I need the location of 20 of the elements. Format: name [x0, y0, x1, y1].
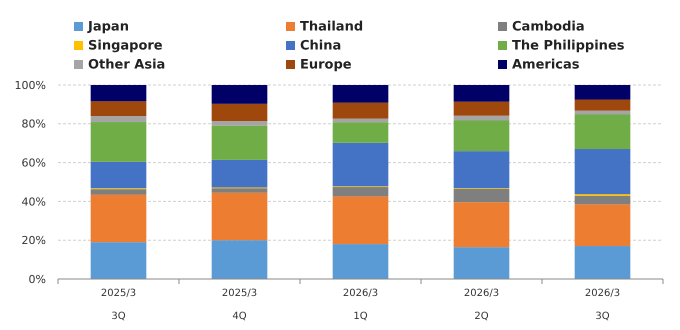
- y-tick-label: 100%: [14, 78, 46, 92]
- y-tick-label: 40%: [22, 195, 46, 208]
- category-label: 2025/3 3Q: [100, 288, 136, 322]
- legend-label: Europe: [300, 58, 352, 73]
- y-tick-label: 20%: [22, 234, 46, 248]
- category-label: 2025/3 4Q: [222, 288, 258, 322]
- legend-label: Americas: [512, 58, 580, 73]
- legend-label: Other Asia: [88, 58, 166, 73]
- category-label: 2026/3 2Q: [464, 288, 500, 322]
- legend-label: Thailand: [300, 20, 364, 35]
- legend-label: China: [300, 38, 342, 54]
- category-label: 2026/3 3Q: [584, 288, 620, 322]
- legend-label: Cambodia: [512, 20, 585, 35]
- legend-label: The Philippines: [512, 38, 625, 54]
- legend-label: Japan: [87, 20, 129, 35]
- y-tick-label: 60%: [22, 156, 46, 170]
- category-label: 2026/3 1Q: [342, 288, 378, 322]
- y-tick-label: 0%: [28, 272, 46, 286]
- legend-label: Singapore: [88, 38, 163, 54]
- y-tick-label: 80%: [22, 118, 46, 131]
